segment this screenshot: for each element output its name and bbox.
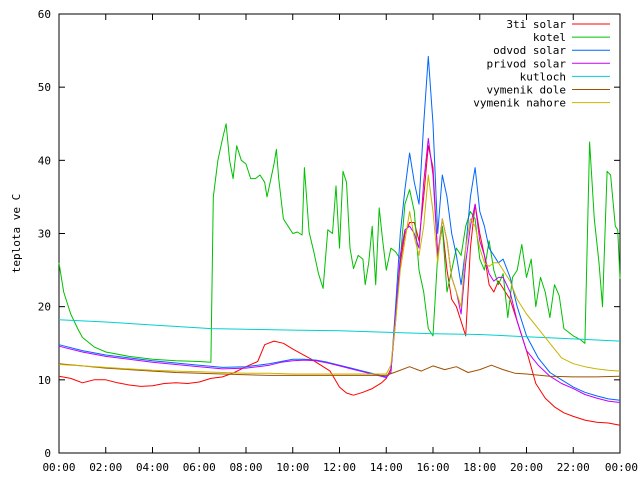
y-tick-label: 60: [38, 8, 51, 21]
x-tick-label: 20:00: [510, 461, 543, 474]
x-tick-label: 02:00: [89, 461, 122, 474]
x-tick-label: 00:00: [605, 461, 638, 474]
legend-label: odvod solar: [493, 44, 566, 57]
series-line-3: [58, 137, 621, 403]
legend-item: vymenik dole: [487, 84, 610, 97]
legend-label: vymenik dole: [487, 84, 566, 97]
x-tick-label: 16:00: [416, 461, 449, 474]
series-line-1: [58, 123, 621, 363]
y-tick-label: 40: [38, 154, 51, 167]
x-tick-label: 10:00: [276, 461, 309, 474]
legend-item: odvod solar: [493, 44, 610, 57]
series-line-0: [58, 145, 621, 426]
series-line-6: [58, 174, 621, 375]
legend-label: privod solar: [487, 57, 567, 70]
x-tick-label: 12:00: [323, 461, 356, 474]
x-tick-label: 14:00: [370, 461, 403, 474]
legend-item: privod solar: [487, 57, 610, 70]
x-tick-label: 00:00: [42, 461, 75, 474]
legend-label: kutloch: [520, 70, 566, 83]
axes: 0 10 20 30 40 50 60 00:00 02:00 04:00 06:00 08:00 10…: [38, 8, 638, 474]
x-tick-label: 08:00: [229, 461, 262, 474]
y-tick-label: 30: [38, 228, 51, 241]
y-tick-label: 0: [44, 447, 51, 460]
legend-item: kotel: [533, 31, 610, 44]
y-tick-label: 50: [38, 81, 51, 94]
series-line-4: [58, 319, 621, 342]
y-tick-label: 20: [38, 301, 51, 314]
legend-item: vymenik nahore: [473, 97, 610, 110]
y-tick-label: 10: [38, 374, 51, 387]
series-line-5: [58, 363, 621, 378]
x-tick-label: 18:00: [463, 461, 496, 474]
legend-item: 3ti solar: [506, 18, 610, 31]
legend-label: kotel: [533, 31, 566, 44]
series-line-2: [58, 55, 621, 401]
x-tick-label: 06:00: [183, 461, 216, 474]
legend-item: kutloch: [520, 70, 610, 83]
legend-label: vymenik nahore: [473, 97, 566, 110]
y-axis-title: teplota ve C: [10, 194, 23, 273]
plot-area: [58, 55, 621, 426]
legend-label: 3ti solar: [506, 18, 566, 31]
x-tick-label: 22:00: [557, 461, 590, 474]
x-tick-label: 04:00: [136, 461, 169, 474]
